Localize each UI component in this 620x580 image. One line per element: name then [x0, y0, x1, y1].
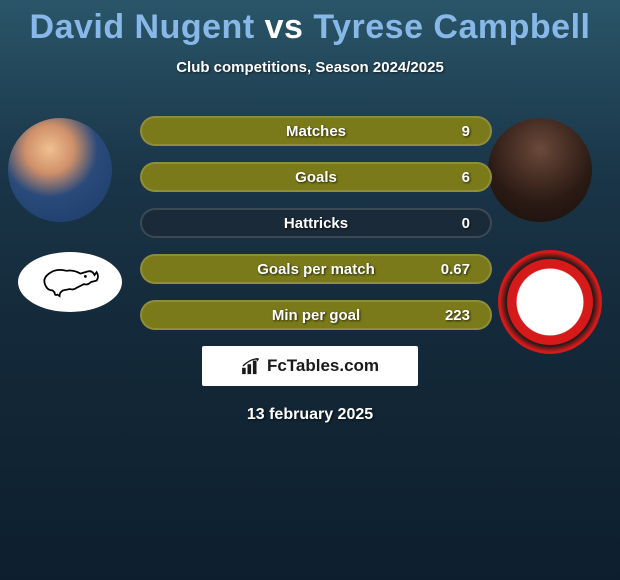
stat-value-right: 6 — [462, 169, 470, 186]
stat-label: Goals — [295, 169, 337, 186]
stat-value-right: 0 — [462, 215, 470, 232]
player2-club-logo — [498, 250, 602, 354]
date-text: 13 february 2025 — [0, 406, 620, 424]
stat-bar: Goals per match 0.67 — [140, 254, 492, 284]
stat-label: Matches — [286, 123, 346, 140]
stat-bar: Goals 6 — [140, 162, 492, 192]
vs-text: vs — [265, 8, 304, 46]
stat-bar: Matches 9 — [140, 116, 492, 146]
subtitle: Club competitions, Season 2024/2025 — [0, 59, 620, 76]
player2-avatar — [488, 118, 592, 222]
branding-text: FcTables.com — [267, 356, 379, 376]
page-title: David Nugent vs Tyrese Campbell — [0, 0, 620, 47]
stat-value-right: 9 — [462, 123, 470, 140]
player1-club-logo — [18, 252, 122, 312]
sheffield-utd-icon — [526, 278, 574, 326]
stat-value-right: 0.67 — [441, 261, 470, 278]
player2-name: Tyrese Campbell — [313, 8, 590, 46]
stat-bar: Min per goal 223 — [140, 300, 492, 330]
stat-value-right: 223 — [445, 307, 470, 324]
stat-label: Goals per match — [257, 261, 375, 278]
comparison-content: Matches 9 Goals 6 Hattricks 0 Goals per match 0… — [0, 116, 620, 424]
fctables-logo-icon — [241, 357, 263, 375]
ram-icon — [35, 261, 105, 303]
player1-avatar — [8, 118, 112, 222]
branding-box: FcTables.com — [202, 346, 418, 386]
player1-name: David Nugent — [30, 8, 255, 46]
stats-bars: Matches 9 Goals 6 Hattricks 0 Goals per match 0… — [140, 116, 492, 330]
stat-label: Min per goal — [272, 307, 360, 324]
stat-label: Hattricks — [284, 215, 348, 232]
stat-bar: Hattricks 0 — [140, 208, 492, 238]
